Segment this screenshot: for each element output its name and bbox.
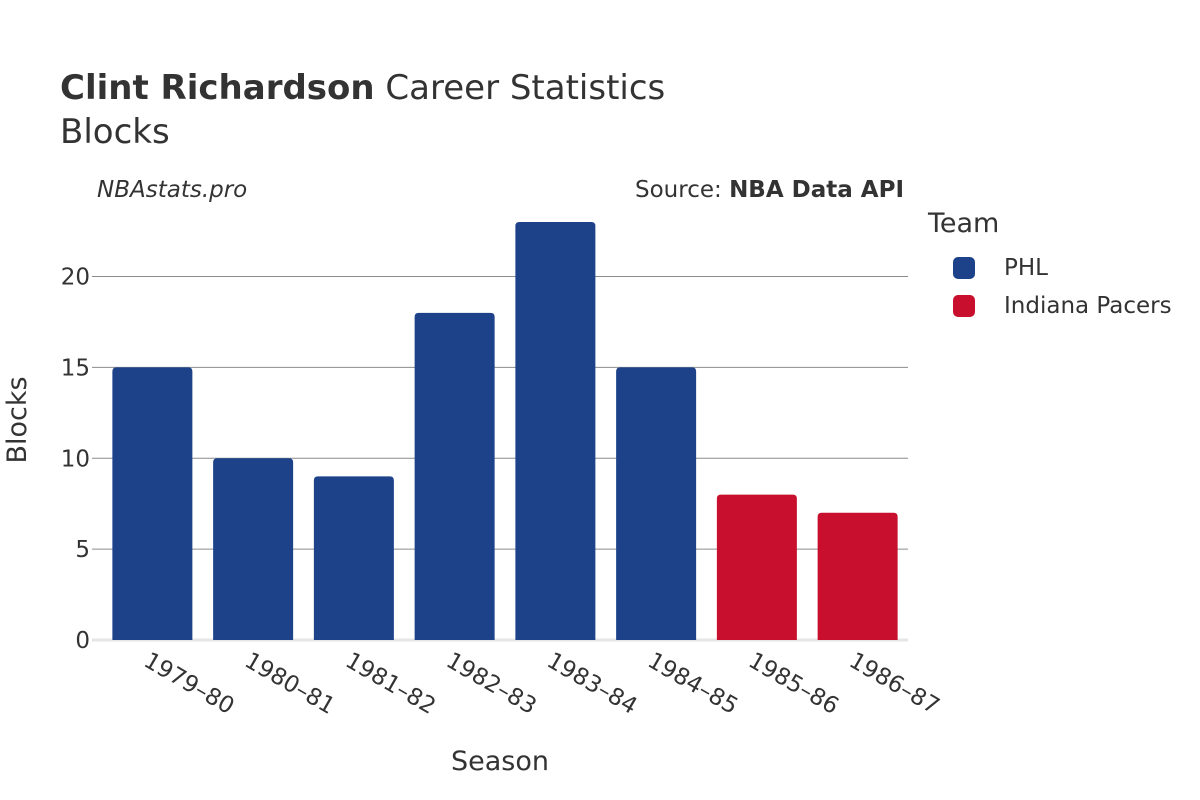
bars: [112, 222, 898, 640]
x-tick-label: 1986–87: [845, 648, 944, 720]
site-credit: NBAstats.pro: [97, 177, 248, 203]
source-prefix: Source:: [635, 177, 722, 203]
legend-title: Team: [928, 208, 1000, 239]
legend: Team PHL Indiana Pacers: [928, 208, 1172, 325]
bar-1982–83[interactable]: [414, 312, 495, 640]
chart-title: Clint Richardson Career Statistics Block…: [60, 66, 665, 154]
x-tick-label: 1981–82: [341, 648, 440, 720]
bar-1981–82[interactable]: [313, 476, 394, 640]
legend-swatch-indiana-pacers: [953, 295, 975, 317]
x-tick-label: 1982–83: [442, 648, 541, 720]
y-tick-label: 20: [61, 265, 90, 291]
x-tick-label: 1983–84: [542, 648, 641, 720]
source-name: NBA Data API: [729, 177, 904, 203]
x-axis-label: Season: [451, 746, 549, 777]
legend-swatch-phl: [953, 257, 975, 279]
x-tick-label: 1984–85: [643, 648, 742, 720]
bar-1986–87[interactable]: [817, 512, 898, 640]
bar-1980–81[interactable]: [213, 458, 294, 640]
x-tick-label: 1980–81: [240, 648, 339, 720]
legend-label-phl: PHL: [1004, 255, 1048, 281]
legend-item-indiana-pacers[interactable]: Indiana Pacers: [953, 287, 1172, 325]
chart-subtitle: Blocks: [60, 112, 170, 152]
legend-item-phl[interactable]: PHL: [953, 249, 1172, 287]
bar-1984–85[interactable]: [616, 367, 697, 640]
x-tick-label: 1985–86: [744, 648, 843, 720]
chart-title-player: Clint Richardson: [60, 68, 375, 108]
source-credit: Source: NBA Data API: [635, 177, 904, 203]
bar-1985–86[interactable]: [716, 494, 797, 640]
y-axis-label: Blocks: [2, 376, 33, 463]
chart-title-rest: Career Statistics: [385, 68, 666, 108]
y-tick-label: 10: [61, 446, 90, 472]
x-tick-label: 1979–80: [139, 648, 238, 720]
bar-1983–84[interactable]: [515, 222, 596, 640]
y-tick-label: 0: [75, 628, 90, 654]
x-axis-ticks: 1979–80 1980–81 1981–82 1982–83 1983–84 1984–…: [139, 648, 943, 720]
y-tick-label: 5: [75, 537, 90, 563]
bar-1979–80[interactable]: [112, 367, 193, 640]
y-tick-label: 15: [61, 355, 90, 381]
legend-label-indiana-pacers: Indiana Pacers: [1004, 293, 1172, 319]
y-axis-ticks: 0 5 10 15 20: [61, 265, 90, 654]
